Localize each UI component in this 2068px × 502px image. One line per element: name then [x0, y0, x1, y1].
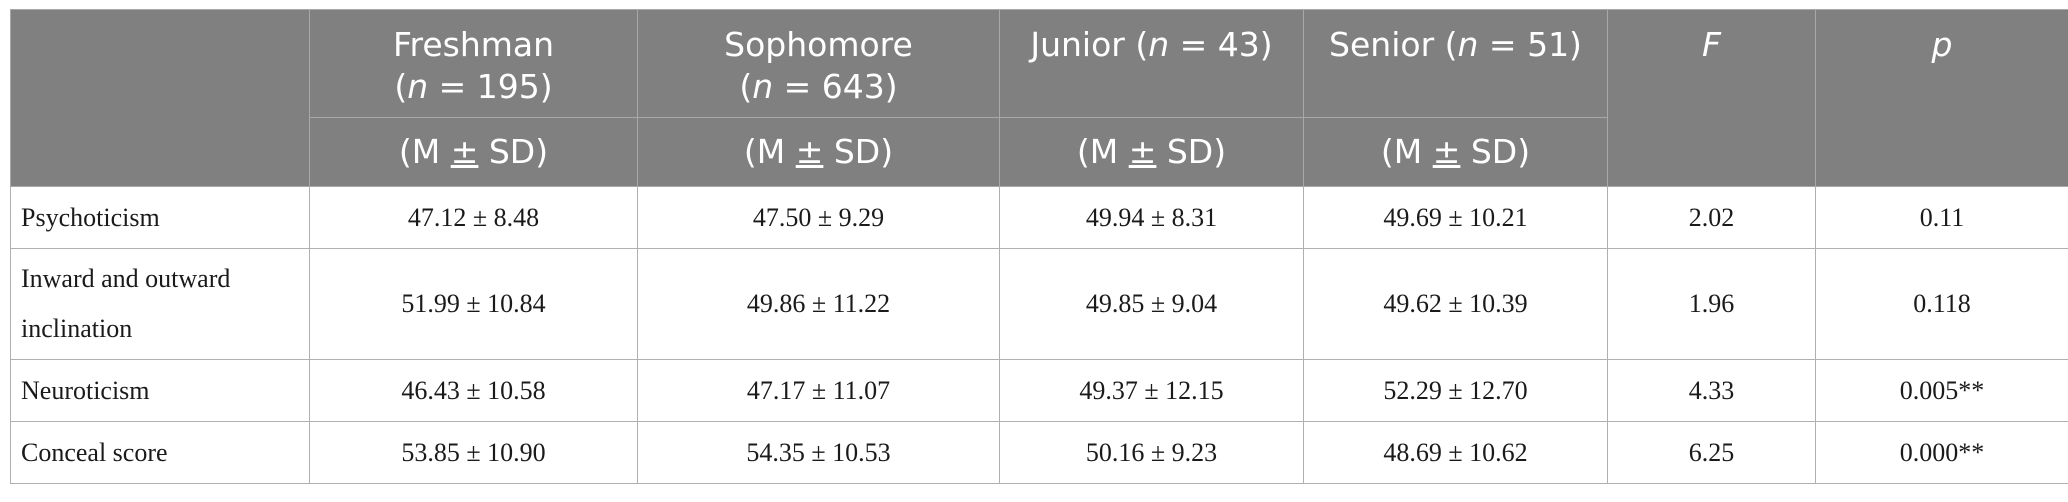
cell-freshman: 51.99 ± 10.84: [309, 248, 638, 360]
cell-f: 2.02: [1607, 186, 1816, 249]
cell-sophomore: 54.35 ± 10.53: [637, 421, 1000, 484]
stat-m: (M: [743, 132, 796, 171]
stat-m: (M: [1076, 132, 1129, 171]
header-freshman: Freshman (n = 195): [309, 9, 638, 118]
cell-f: 6.25: [1607, 421, 1816, 484]
row-label: Psychoticism: [10, 186, 310, 249]
table-row: Neuroticism 46.43 ± 10.58 47.17 ± 11.07 …: [10, 359, 2068, 422]
header-freshman-count: = 195): [428, 67, 553, 106]
header-senior-n: n: [1457, 25, 1479, 64]
table-row: Psychoticism 47.12 ± 8.48 47.50 ± 9.29 4…: [10, 186, 2068, 249]
cell-f: 1.96: [1607, 248, 1816, 360]
header-junior-count: = 43): [1169, 25, 1273, 64]
header-junior-name: Junior (: [1030, 25, 1149, 64]
header-sophomore-count: = 643): [773, 67, 898, 106]
cell-senior: 49.69 ± 10.21: [1303, 186, 1608, 249]
cell-senior: 48.69 ± 10.62: [1303, 421, 1608, 484]
results-table-container: Freshman (n = 195) Sophomore (n = 643) J…: [10, 9, 2068, 484]
cell-p: 0.005**: [1815, 359, 2068, 422]
cell-junior: 49.37 ± 12.15: [999, 359, 1304, 422]
row-label: Neuroticism: [10, 359, 310, 422]
cell-freshman: 47.12 ± 8.48: [309, 186, 638, 249]
cell-senior: 49.62 ± 10.39: [1303, 248, 1608, 360]
stat-pm: ±: [450, 132, 479, 171]
results-table: Freshman (n = 195) Sophomore (n = 643) J…: [10, 9, 2068, 484]
cell-senior: 52.29 ± 12.70: [1303, 359, 1608, 422]
cell-p: 0.000**: [1815, 421, 2068, 484]
header-row-groups: Freshman (n = 195) Sophomore (n = 643) J…: [10, 9, 2068, 187]
stat-pm: ±: [1128, 132, 1157, 171]
header-p: p: [1815, 9, 2068, 187]
header-freshman-n: n: [407, 67, 429, 106]
header-senior-count: = 51): [1478, 25, 1582, 64]
header-sophomore: Sophomore (n = 643): [637, 9, 1000, 118]
header-stat-junior: (M ± SD): [999, 117, 1304, 187]
cell-junior: 49.94 ± 8.31: [999, 186, 1304, 249]
header-junior-n: n: [1148, 25, 1170, 64]
header-freshman-open: (: [394, 67, 408, 106]
cell-f: 4.33: [1607, 359, 1816, 422]
cell-p: 0.118: [1815, 248, 2068, 360]
header-sophomore-n: n: [752, 67, 774, 106]
stat-sd: SD): [1156, 132, 1227, 171]
stat-sd: SD): [478, 132, 549, 171]
header-blank-cell: [10, 9, 310, 187]
cell-freshman: 53.85 ± 10.90: [309, 421, 638, 484]
header-freshman-name: Freshman: [392, 25, 555, 64]
cell-junior: 49.85 ± 9.04: [999, 248, 1304, 360]
header-stat-senior: (M ± SD): [1303, 117, 1608, 187]
header-junior: Junior (n = 43): [999, 9, 1304, 118]
cell-sophomore: 47.17 ± 11.07: [637, 359, 1000, 422]
header-sophomore-open: (: [739, 67, 753, 106]
stat-sd: SD): [1460, 132, 1531, 171]
stat-pm: ±: [1432, 132, 1461, 171]
header-f: F: [1607, 9, 1816, 187]
header-sophomore-name: Sophomore: [724, 25, 913, 64]
table-row: Conceal score 53.85 ± 10.90 54.35 ± 10.5…: [10, 421, 2068, 484]
stat-m: (M: [1380, 132, 1433, 171]
table-row: Inward and outward inclination 51.99 ± 1…: [10, 248, 2068, 360]
header-senior-name: Senior (: [1329, 25, 1458, 64]
cell-junior: 50.16 ± 9.23: [999, 421, 1304, 484]
header-stat-sophomore: (M ± SD): [637, 117, 1000, 187]
stat-m: (M: [398, 132, 451, 171]
header-stat-freshman: (M ± SD): [309, 117, 638, 187]
stat-sd: SD): [823, 132, 894, 171]
cell-sophomore: 49.86 ± 11.22: [637, 248, 1000, 360]
row-label: Inward and outward inclination: [10, 248, 310, 360]
header-senior: Senior (n = 51): [1303, 9, 1608, 118]
row-label: Conceal score: [10, 421, 310, 484]
cell-sophomore: 47.50 ± 9.29: [637, 186, 1000, 249]
cell-p: 0.11: [1815, 186, 2068, 249]
header-row-stats: (M ± SD) (M ± SD) (M ± SD) (M ± SD): [11, 117, 2068, 187]
cell-freshman: 46.43 ± 10.58: [309, 359, 638, 422]
stat-pm: ±: [795, 132, 824, 171]
